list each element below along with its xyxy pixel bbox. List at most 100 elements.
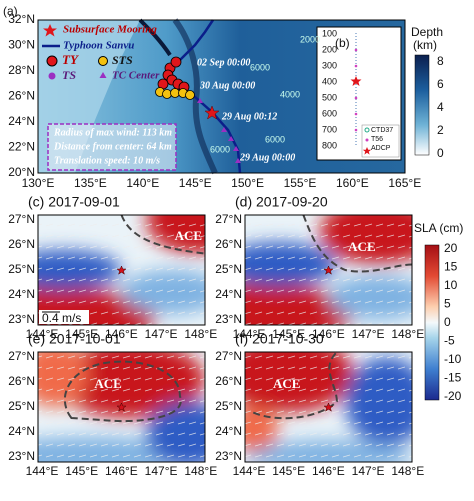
panel-title: (d) 2017-09-20 — [235, 194, 328, 210]
lat-label: 23°N — [215, 449, 242, 463]
lon-label: 140°E — [126, 176, 159, 190]
lon-label: 147°E — [352, 327, 385, 341]
eddy-label: ACE — [94, 376, 121, 391]
sts-points — [155, 87, 195, 100]
ty-points — [157, 56, 190, 93]
tc-centers — [197, 98, 241, 163]
contour-label: 6000 — [250, 62, 270, 72]
time-label: 30 Aug 00:00 — [199, 80, 255, 91]
legend-ty — [46, 55, 58, 67]
scale-box — [39, 310, 89, 324]
info-line: Radius of max wind: 113 km — [53, 127, 172, 138]
lat-label: 25°N — [215, 399, 242, 413]
lon-label: 145°E — [179, 176, 212, 190]
lat-label: 26°N — [215, 374, 242, 388]
panel-title: (c) 2017-09-01 — [28, 194, 120, 210]
lat-label: 32°N — [8, 12, 35, 26]
zero-contour — [63, 360, 182, 423]
eddy-label: ACE — [273, 376, 300, 391]
time-label: 02 Sep 00:00 — [197, 57, 250, 68]
panel-title: (e) 2017-10-01 — [28, 331, 121, 347]
sla-tick: 15 — [444, 260, 458, 274]
legend-t56 — [365, 138, 369, 142]
legend-star — [43, 24, 57, 37]
legend-center: TC Center — [112, 70, 160, 82]
lat-label: 27°N — [8, 349, 35, 363]
lon-label: 146°E — [105, 327, 138, 341]
inset-tick: 300 — [322, 60, 337, 70]
lon-label: 146°E — [312, 327, 345, 341]
lon-label: 155°E — [284, 176, 317, 190]
legend-ctd — [364, 127, 370, 133]
lat-label: 27°N — [215, 212, 242, 226]
sla-tick: 0 — [444, 315, 451, 329]
legend-mooring: Subsurface Mooring — [63, 24, 157, 36]
mooring-star — [204, 105, 220, 120]
lat-label: 23°N — [8, 312, 35, 326]
lon-label: 150°E — [231, 176, 264, 190]
lon-label: 148°E — [391, 327, 424, 341]
instrument-dots — [354, 48, 358, 132]
lon-label: 145°E — [272, 327, 305, 341]
lon-label: 144°E — [233, 464, 266, 478]
lon-label: 148°E — [184, 327, 217, 341]
mooring-star — [323, 402, 334, 412]
panel-label: (a) — [3, 4, 18, 18]
trench — [172, 18, 218, 175]
zero-contour — [252, 352, 338, 420]
sla-tick: 20 — [444, 241, 458, 255]
depth-tick: 6 — [437, 77, 444, 91]
sla-frame — [37, 214, 206, 326]
lat-label: 20°N — [8, 165, 35, 179]
sla-tick: -10 — [444, 352, 462, 366]
lon-label: 145°E — [65, 464, 98, 478]
lat-label: 26°N — [8, 89, 35, 103]
lon-label: 160°E — [336, 176, 369, 190]
lon-label: 144°E — [26, 327, 59, 341]
inset-legend-entry: T56 — [371, 136, 383, 143]
lon-label: 147°E — [352, 464, 385, 478]
legend-ty: TY — [62, 52, 79, 67]
lat-label: 24°N — [8, 424, 35, 438]
depth-title: Depth — [411, 25, 443, 39]
sla-tick: -20 — [444, 389, 462, 403]
lat-label: 24°N — [8, 287, 35, 301]
sla-map — [245, 215, 412, 325]
lon-label: 144°E — [233, 327, 266, 341]
depth-unit: (km) — [413, 38, 437, 52]
map-frame — [37, 19, 406, 174]
lat-label: 27°N — [8, 212, 35, 226]
lon-label: 146°E — [105, 464, 138, 478]
lat-label: 28°N — [8, 63, 35, 77]
lon-label: 148°E — [391, 464, 424, 478]
inset-tick: 100 — [322, 28, 337, 38]
lat-label: 23°N — [215, 312, 242, 326]
sla-tick: 5 — [444, 297, 451, 311]
mooring-star — [116, 265, 127, 275]
contour-label: 2000 — [300, 34, 320, 44]
island-arc — [138, 18, 172, 57]
depth-colorbar — [414, 54, 430, 156]
time-label: 29 Aug 00:00 — [239, 152, 295, 163]
legend-adcp — [362, 147, 372, 155]
legend-sts: STS — [112, 53, 133, 67]
contour-label: 6000 — [210, 144, 230, 154]
inset-tick: 600 — [322, 108, 337, 118]
info-box — [47, 123, 177, 171]
sla-map — [245, 352, 412, 462]
lat-label: 25°N — [8, 262, 35, 276]
lat-label: 24°N — [215, 424, 242, 438]
contour-label: 6000 — [265, 134, 285, 144]
time-label: 29 Aug 00:12 — [221, 111, 277, 122]
legend-track: Typhoon Sanvu — [63, 40, 134, 52]
lon-label: 130°E — [22, 176, 55, 190]
lat-label: 26°N — [8, 374, 35, 388]
depth-tick: 8 — [437, 54, 444, 68]
inset-tick: 500 — [322, 92, 337, 102]
info-line: Translation speed: 10 m/s — [54, 155, 160, 166]
sla-tick: -15 — [444, 371, 462, 385]
legend-center — [99, 72, 107, 78]
lon-label: 147°E — [145, 327, 178, 341]
panel-label: (b) — [335, 36, 350, 50]
